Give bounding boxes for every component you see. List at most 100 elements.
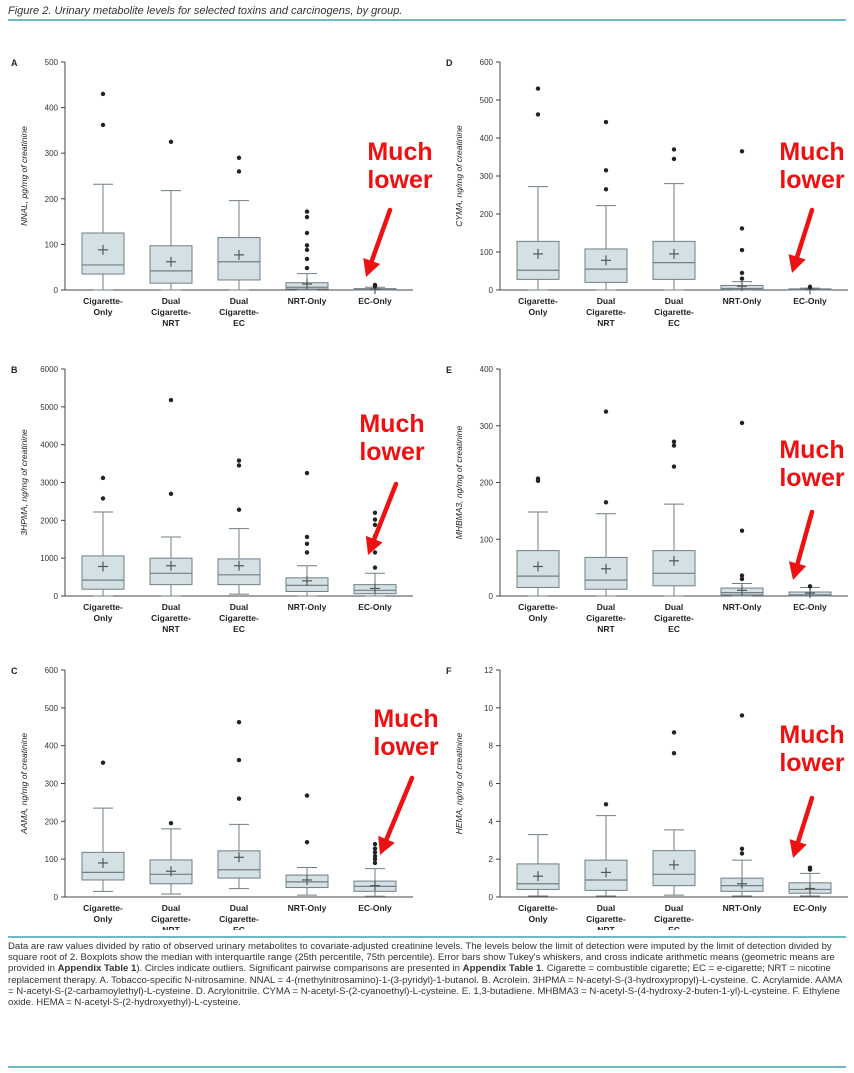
category-label-line: NRT-Only: [723, 602, 762, 612]
outlier-point: [807, 284, 813, 290]
category-label: Cigarette-Only: [83, 296, 123, 317]
y-axis-label: HEMA, ng/mg of creatinine: [454, 732, 464, 834]
category-label-line: Dual: [665, 602, 683, 612]
caption-text-2: ). Circles indicate outliers. Significan…: [136, 963, 463, 975]
y-tick-label: 300: [45, 780, 59, 789]
outlier-point: [671, 751, 677, 756]
category-label-line: Cigarette-: [586, 307, 626, 317]
category-label-line: Cigarette-: [586, 914, 626, 924]
category-label-line: Cigarette-: [219, 613, 259, 623]
outlier-point: [603, 409, 609, 414]
box-5: EC-Only: [788, 284, 832, 306]
outlier-point: [671, 156, 677, 162]
box-4: NRT-Only: [720, 420, 764, 612]
category-label-line: Cigarette-: [654, 613, 694, 623]
category-label: Cigarette-Only: [518, 602, 558, 623]
outlier-point: [236, 463, 242, 468]
iqr-box: [516, 863, 560, 890]
annotation-text-much: Much: [779, 721, 844, 749]
bottom-rule: [8, 1066, 846, 1068]
annotation-text-much: Much: [779, 138, 844, 166]
iqr-box: [652, 240, 696, 280]
category-label-line: NRT-Only: [723, 903, 762, 913]
outlier-point: [304, 243, 310, 248]
annotation-text-lower: lower: [373, 733, 439, 761]
panel-letter: F: [446, 666, 452, 676]
category-label: EC-Only: [358, 602, 392, 612]
category-label: Dual Cigarette-EC: [219, 296, 259, 328]
category-label-line: EC: [233, 624, 245, 634]
y-tick-label: 1000: [40, 554, 58, 563]
y-tick-label: 4000: [40, 441, 58, 450]
outlier-point: [236, 507, 242, 512]
annotation-arrow-head: [788, 561, 807, 580]
outlier-point: [372, 550, 378, 555]
category-label: Dual Cigarette-NRT: [586, 903, 626, 930]
category-label-line: Only: [529, 914, 548, 924]
y-tick-label: 300: [480, 422, 494, 431]
outlier-point: [100, 91, 106, 97]
y-tick-label: 100: [45, 240, 59, 249]
caption-appendix-ref-2: Appendix Table 1: [462, 963, 542, 975]
outlier-point: [739, 226, 745, 231]
outlier-point: [739, 270, 745, 276]
y-tick-label: 400: [480, 365, 494, 374]
box-4: NRT-Only: [720, 713, 764, 913]
category-label-line: EC: [668, 318, 680, 328]
annotation-arrow-head: [363, 257, 381, 277]
category-label-line: Cigarette-: [83, 602, 123, 612]
y-tick-label: 100: [480, 535, 494, 544]
box-3: Dual Cigarette-EC: [217, 458, 261, 634]
category-label-line: Only: [529, 307, 548, 317]
outlier-point: [739, 851, 745, 856]
outlier-point: [739, 573, 745, 578]
outlier-point: [535, 112, 541, 117]
category-label-line: NRT-Only: [288, 602, 327, 612]
category-label-line: Dual: [665, 296, 683, 306]
panel-letter: E: [446, 365, 452, 375]
category-label: Dual Cigarette-EC: [654, 296, 694, 328]
outlier-point: [671, 147, 677, 152]
y-tick-label: 600: [480, 58, 494, 67]
box-3: Dual Cigarette-EC: [217, 720, 261, 930]
panel-letter: D: [446, 58, 453, 68]
category-label-line: Cigarette-: [151, 307, 191, 317]
box-3: Dual Cigarette-EC: [217, 155, 261, 328]
category-label-line: EC: [668, 925, 680, 930]
category-label-line: Dual: [597, 296, 615, 306]
outlier-point: [304, 550, 310, 555]
outlier-point: [304, 230, 310, 236]
category-label: Dual Cigarette-NRT: [586, 296, 626, 328]
category-label: Dual Cigarette-NRT: [151, 296, 191, 328]
outlier-point: [671, 439, 677, 444]
category-label-line: NRT: [162, 925, 180, 930]
annotation-text-much: Much: [359, 410, 424, 438]
category-label-line: EC: [668, 624, 680, 634]
annotation-arrow-head: [789, 839, 807, 858]
outlier-point: [372, 841, 378, 847]
annotation-arrow-head: [788, 254, 806, 273]
outlier-point: [807, 865, 813, 870]
outlier-point: [535, 86, 541, 91]
outlier-point: [372, 853, 378, 859]
outlier-point: [236, 155, 242, 160]
y-tick-label: 400: [45, 742, 59, 751]
annotation-text-lower: lower: [359, 438, 425, 466]
y-tick-label: 10: [484, 704, 493, 713]
category-label-line: Cigarette-: [654, 307, 694, 317]
figure-caption: Data are raw values divided by ratio of …: [8, 936, 846, 1008]
category-label: EC-Only: [793, 602, 827, 612]
y-axis-label: MHBMA3, ng/mg of creatinine: [454, 426, 464, 540]
outlier-point: [739, 276, 745, 281]
outlier-point: [372, 517, 378, 522]
box-2: Dual Cigarette-NRT: [149, 139, 193, 328]
outlier-point: [304, 209, 310, 214]
category-label-line: Cigarette-: [518, 296, 558, 306]
box-2: Dual Cigarette-NRT: [584, 409, 628, 634]
box-3: Dual Cigarette-EC: [652, 730, 696, 930]
y-tick-label: 300: [480, 172, 494, 181]
outlier-point: [304, 265, 310, 271]
